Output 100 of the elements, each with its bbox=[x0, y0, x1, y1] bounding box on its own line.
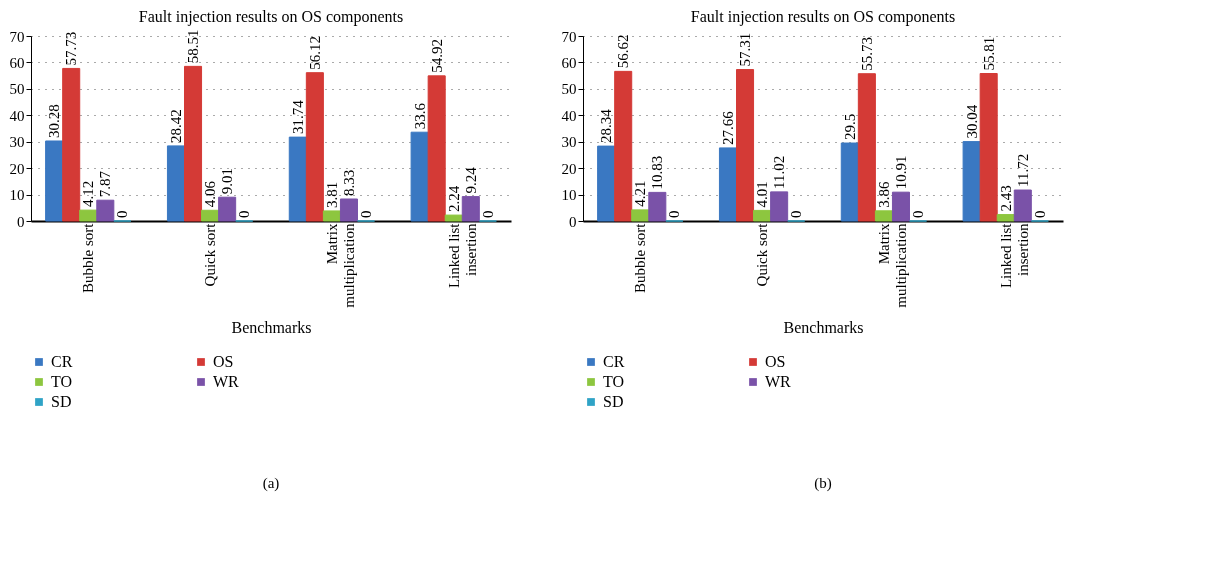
x-tick-label: Quick sort bbox=[754, 222, 771, 287]
y-tick-label: 70 bbox=[561, 28, 577, 45]
legend-label: OS bbox=[765, 353, 786, 370]
x-tick-label: Bubble sort bbox=[632, 222, 649, 294]
data-label: 30.28 bbox=[46, 104, 63, 138]
data-label: 57.31 bbox=[737, 32, 754, 67]
data-label: 55.81 bbox=[980, 36, 997, 71]
legend-label: CR bbox=[51, 353, 73, 370]
bar bbox=[840, 142, 859, 222]
data-label: 11.02 bbox=[771, 155, 788, 189]
data-label: 11.72 bbox=[1014, 153, 1031, 188]
bar bbox=[96, 199, 115, 222]
bar bbox=[410, 131, 429, 222]
data-label: 58.51 bbox=[185, 29, 202, 64]
y-tick-label: 30 bbox=[561, 134, 577, 151]
data-label: 28.34 bbox=[598, 108, 615, 144]
bar bbox=[648, 191, 667, 222]
data-label: 0 bbox=[479, 210, 496, 218]
data-label: 31.74 bbox=[289, 99, 306, 135]
data-label: 0 bbox=[114, 210, 131, 218]
x-tick-label: Matrix multiplication bbox=[323, 223, 357, 308]
data-label: 0 bbox=[1031, 210, 1048, 218]
x-tick-label: Bubble sort bbox=[80, 222, 97, 294]
bar bbox=[753, 209, 772, 222]
bar bbox=[1013, 189, 1032, 222]
bar bbox=[427, 75, 446, 222]
x-tick-label: Quick sort bbox=[202, 222, 219, 287]
data-label: 2.24 bbox=[445, 185, 462, 213]
bar bbox=[979, 73, 998, 222]
bar bbox=[166, 145, 185, 222]
x-axis-title: Benchmarks bbox=[231, 318, 312, 336]
y-tick-label: 40 bbox=[9, 107, 25, 124]
data-label: 27.66 bbox=[719, 110, 736, 145]
x-tick-label: Matrix multiplication bbox=[875, 223, 909, 308]
y-tick-label: 60 bbox=[561, 54, 577, 71]
legend-label: WR bbox=[213, 373, 240, 390]
chart-title: Fault injection results on OS components bbox=[690, 8, 956, 26]
bar bbox=[874, 210, 893, 222]
bar bbox=[891, 191, 910, 222]
data-label: 3.86 bbox=[875, 181, 892, 208]
legend-label: CR bbox=[603, 353, 625, 370]
x-tick-label: Linked list insertion bbox=[997, 222, 1031, 289]
text: (a) bbox=[262, 475, 280, 492]
y-tick-label: 20 bbox=[561, 160, 577, 177]
data-label: 28.42 bbox=[167, 109, 184, 143]
data-label: 4.01 bbox=[754, 181, 771, 208]
data-label: 8.33 bbox=[340, 169, 357, 196]
y-tick-label: 40 bbox=[561, 107, 577, 124]
bar bbox=[718, 147, 737, 222]
text: (b) bbox=[814, 475, 832, 492]
y-tick-label: 50 bbox=[561, 81, 577, 98]
bar bbox=[736, 69, 755, 222]
legend-label: TO bbox=[51, 373, 73, 390]
data-label: 0 bbox=[910, 210, 927, 218]
data-label: 55.73 bbox=[858, 36, 875, 71]
data-label: 33.6 bbox=[411, 102, 428, 130]
y-tick-label: 60 bbox=[9, 54, 25, 71]
data-label: 57.73 bbox=[63, 31, 80, 66]
legend-label: TO bbox=[603, 373, 625, 390]
bar bbox=[45, 140, 64, 222]
bar bbox=[614, 70, 633, 222]
bar bbox=[996, 214, 1015, 222]
legend-label: SD bbox=[603, 393, 624, 410]
data-label: 30.04 bbox=[963, 104, 980, 139]
data-label: 0 bbox=[788, 210, 805, 218]
data-label: 4.12 bbox=[80, 180, 97, 208]
legend-label: SD bbox=[51, 393, 72, 410]
bar bbox=[631, 209, 650, 222]
legend-label: OS bbox=[213, 353, 234, 370]
data-label: 2.43 bbox=[997, 185, 1014, 212]
data-label: 7.87 bbox=[97, 170, 114, 198]
bar bbox=[339, 198, 358, 222]
chart-title: Fault injection results on OS components bbox=[138, 8, 404, 26]
bar bbox=[461, 196, 480, 222]
y-tick-label: 0 bbox=[17, 213, 25, 230]
data-label: 3.81 bbox=[323, 181, 340, 208]
data-label: 0 bbox=[358, 210, 375, 218]
data-label: 10.83 bbox=[649, 155, 666, 190]
legend-label: WR bbox=[765, 373, 792, 390]
bar bbox=[597, 145, 616, 222]
bar bbox=[62, 67, 81, 222]
y-tick-label: 30 bbox=[9, 134, 25, 151]
bar bbox=[305, 72, 324, 222]
data-label: 9.01 bbox=[219, 167, 236, 195]
y-tick-label: 10 bbox=[9, 187, 25, 204]
data-label: 0 bbox=[666, 210, 683, 218]
data-label: 56.12 bbox=[306, 35, 323, 70]
bar bbox=[962, 141, 981, 222]
y-tick-label: 20 bbox=[9, 160, 25, 177]
y-tick-label: 0 bbox=[569, 213, 577, 230]
bar bbox=[288, 136, 307, 222]
data-label: 9.24 bbox=[462, 166, 479, 194]
bar bbox=[218, 196, 237, 222]
bar bbox=[79, 209, 98, 222]
bar bbox=[201, 209, 220, 222]
bar bbox=[184, 65, 203, 222]
y-tick-label: 70 bbox=[9, 28, 25, 45]
y-tick-label: 10 bbox=[561, 187, 577, 204]
data-label: 0 bbox=[236, 210, 253, 218]
bar bbox=[322, 210, 341, 222]
